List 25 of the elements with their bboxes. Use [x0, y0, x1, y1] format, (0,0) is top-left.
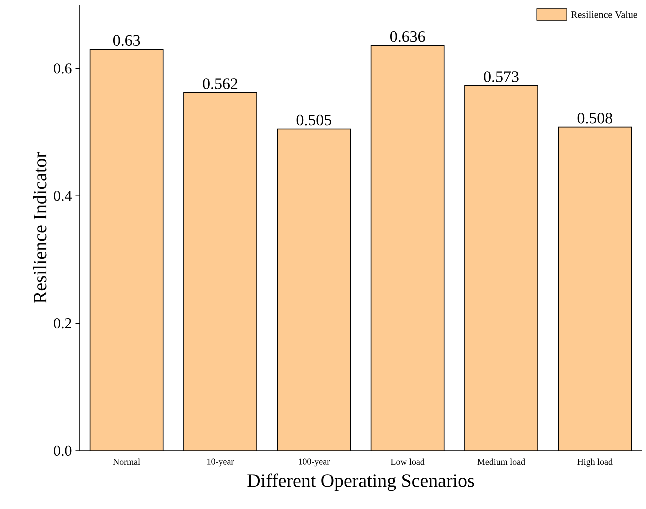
data-label: 0.573: [484, 72, 519, 82]
y-tick-label: 0.6: [54, 64, 72, 74]
text: Resilience Value: [571, 11, 638, 18]
data-label: 0.505: [296, 114, 332, 126]
x-tick-label: 10-year: [208, 458, 234, 467]
bar: [371, 46, 444, 451]
data-label: 0.562: [203, 78, 238, 90]
bar: [90, 50, 164, 451]
x-tick-label: Medium load: [478, 458, 526, 466]
y-tick-label: 0.0: [54, 446, 72, 456]
x-tick-label: High load: [578, 458, 613, 467]
y-axis-title: Resilience Indicator: [33, 152, 47, 304]
x-tick-label: Low load: [391, 458, 425, 466]
data-label: 0.63: [113, 35, 140, 46]
y-tick-label: 0.2: [54, 318, 72, 329]
bar: [558, 126, 632, 451]
bar: [184, 92, 258, 451]
x-axis-title: Different Operating Scenarios: [248, 474, 474, 492]
data-label: 0.636: [390, 31, 426, 42]
bar: [278, 129, 351, 451]
y-tick-label: 0.4: [54, 191, 72, 202]
x-tick-label: 100-year: [299, 458, 330, 467]
x-tick-label: Normal: [113, 458, 140, 466]
bar: [464, 86, 538, 451]
data-label: 0.508: [578, 112, 612, 124]
